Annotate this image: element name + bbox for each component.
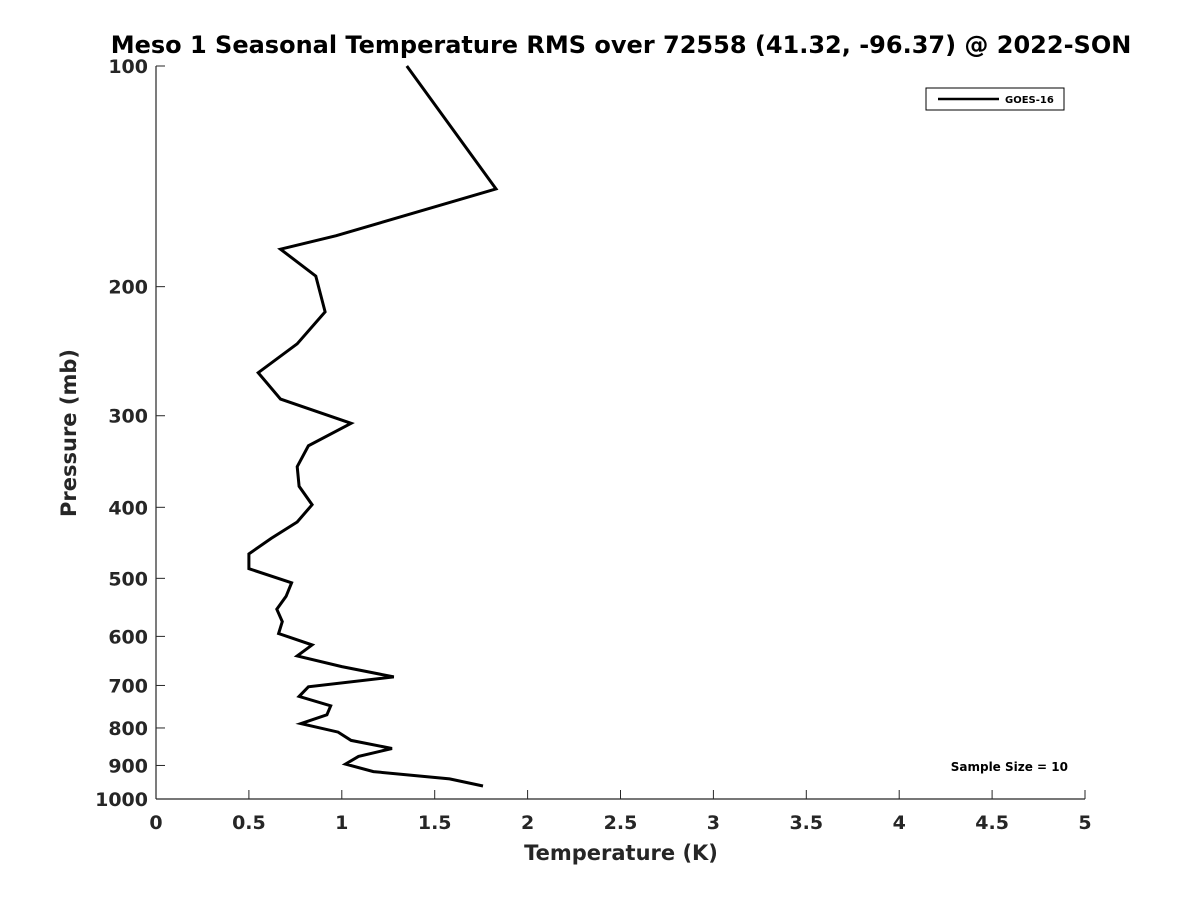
x-axis-label: Temperature (K) <box>524 841 718 865</box>
series-layer <box>247 65 499 788</box>
sample-size-annotation: Sample Size = 10 <box>951 760 1068 774</box>
y-tick-label: 500 <box>108 568 148 590</box>
x-tick-label: 0.5 <box>232 812 266 834</box>
legend: GOES-16 <box>925 87 1065 111</box>
y-tick-label: 700 <box>108 675 148 697</box>
chart-title: Meso 1 Seasonal Temperature RMS over 725… <box>111 31 1132 59</box>
y-tick-label: 300 <box>108 406 148 428</box>
x-tick-label: 2.5 <box>604 812 638 834</box>
x-tick-label: 5 <box>1078 812 1091 834</box>
y-tick-label: 200 <box>108 277 148 299</box>
y-axis-label: Pressure (mb) <box>57 349 81 517</box>
x-tick-label: 3 <box>707 812 720 834</box>
x-tick-label: 0 <box>149 812 162 834</box>
y-tick-label: 1000 <box>95 789 148 811</box>
y-tick-label: 900 <box>108 755 148 777</box>
y-tick-label: 100 <box>108 56 148 78</box>
y-tick-label: 600 <box>108 626 148 648</box>
x-tick-label: 4 <box>893 812 906 834</box>
x-tick-label: 4.5 <box>975 812 1009 834</box>
y-tick-label: 400 <box>108 497 148 519</box>
x-tick-label: 1.5 <box>418 812 452 834</box>
x-tick-label: 3.5 <box>789 812 823 834</box>
tick-marks: 0 0.5 1 1.5 2 2.5 3 3.5 4 4.5 5 100 200 300 400 500 600 7… <box>95 56 1092 834</box>
x-tick-label: 2 <box>521 812 534 834</box>
legend-entry-goes-16: GOES-16 <box>1005 95 1054 106</box>
y-tick-label: 800 <box>108 718 148 740</box>
series-line-goes-16 <box>247 65 499 788</box>
x-tick-label: 1 <box>335 812 348 834</box>
